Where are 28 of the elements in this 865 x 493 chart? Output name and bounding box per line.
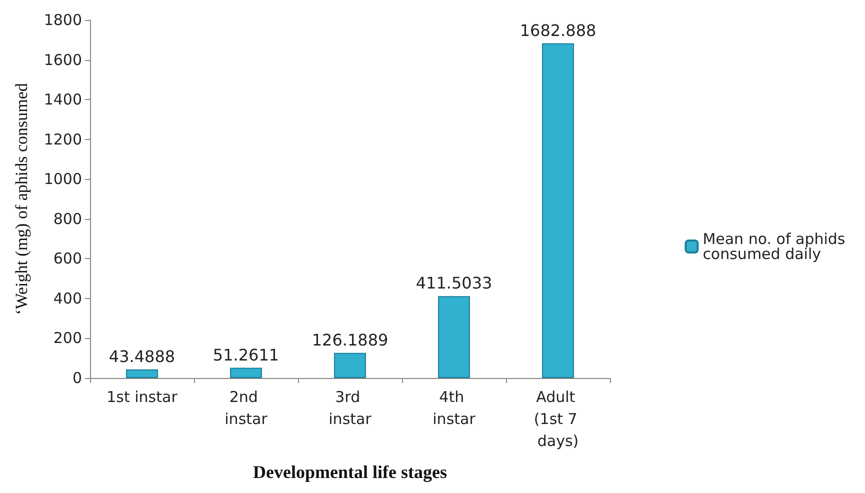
y-tick-label: 200 (53, 329, 82, 348)
y-tick-label: 1400 (44, 90, 82, 109)
legend-label: Mean no. of aphids consumed daily (702, 230, 850, 263)
bar (230, 368, 262, 378)
data-label: 411.5033 (416, 274, 492, 293)
y-tick-label: 1800 (44, 11, 82, 29)
bar (334, 352, 366, 378)
bar (126, 369, 158, 378)
data-label: 126.1889 (312, 330, 388, 350)
y-tick-label: 800 (53, 210, 82, 228)
data-label: 43.4888 (108, 346, 176, 366)
bar (438, 296, 470, 378)
x-tick-label: Adult (1st 7 days) (534, 388, 582, 450)
x-tick-label: 1st instar (106, 388, 178, 406)
y-tick-label: 1200 (44, 130, 82, 148)
y-tick-label: 0 (72, 369, 82, 387)
y-tick-label: 600 (53, 250, 82, 268)
y-axis-title: ‘Weight (mg) of aphids consumed (12, 82, 31, 315)
x-axis-title: Developmental life stages (253, 462, 447, 482)
y-tick-label: 1000 (44, 170, 82, 188)
bar (542, 43, 574, 378)
x-tick-label: 2nd instar (224, 388, 268, 428)
x-tick-label: 3rd instar (328, 388, 372, 428)
y-tick-label: 1600 (44, 50, 82, 69)
x-tick-label: 4th instar (432, 388, 476, 428)
data-label: 51.2611 (212, 345, 280, 364)
y-tick-label: 400 (53, 289, 82, 308)
data-label: 1682.888 (520, 20, 596, 40)
